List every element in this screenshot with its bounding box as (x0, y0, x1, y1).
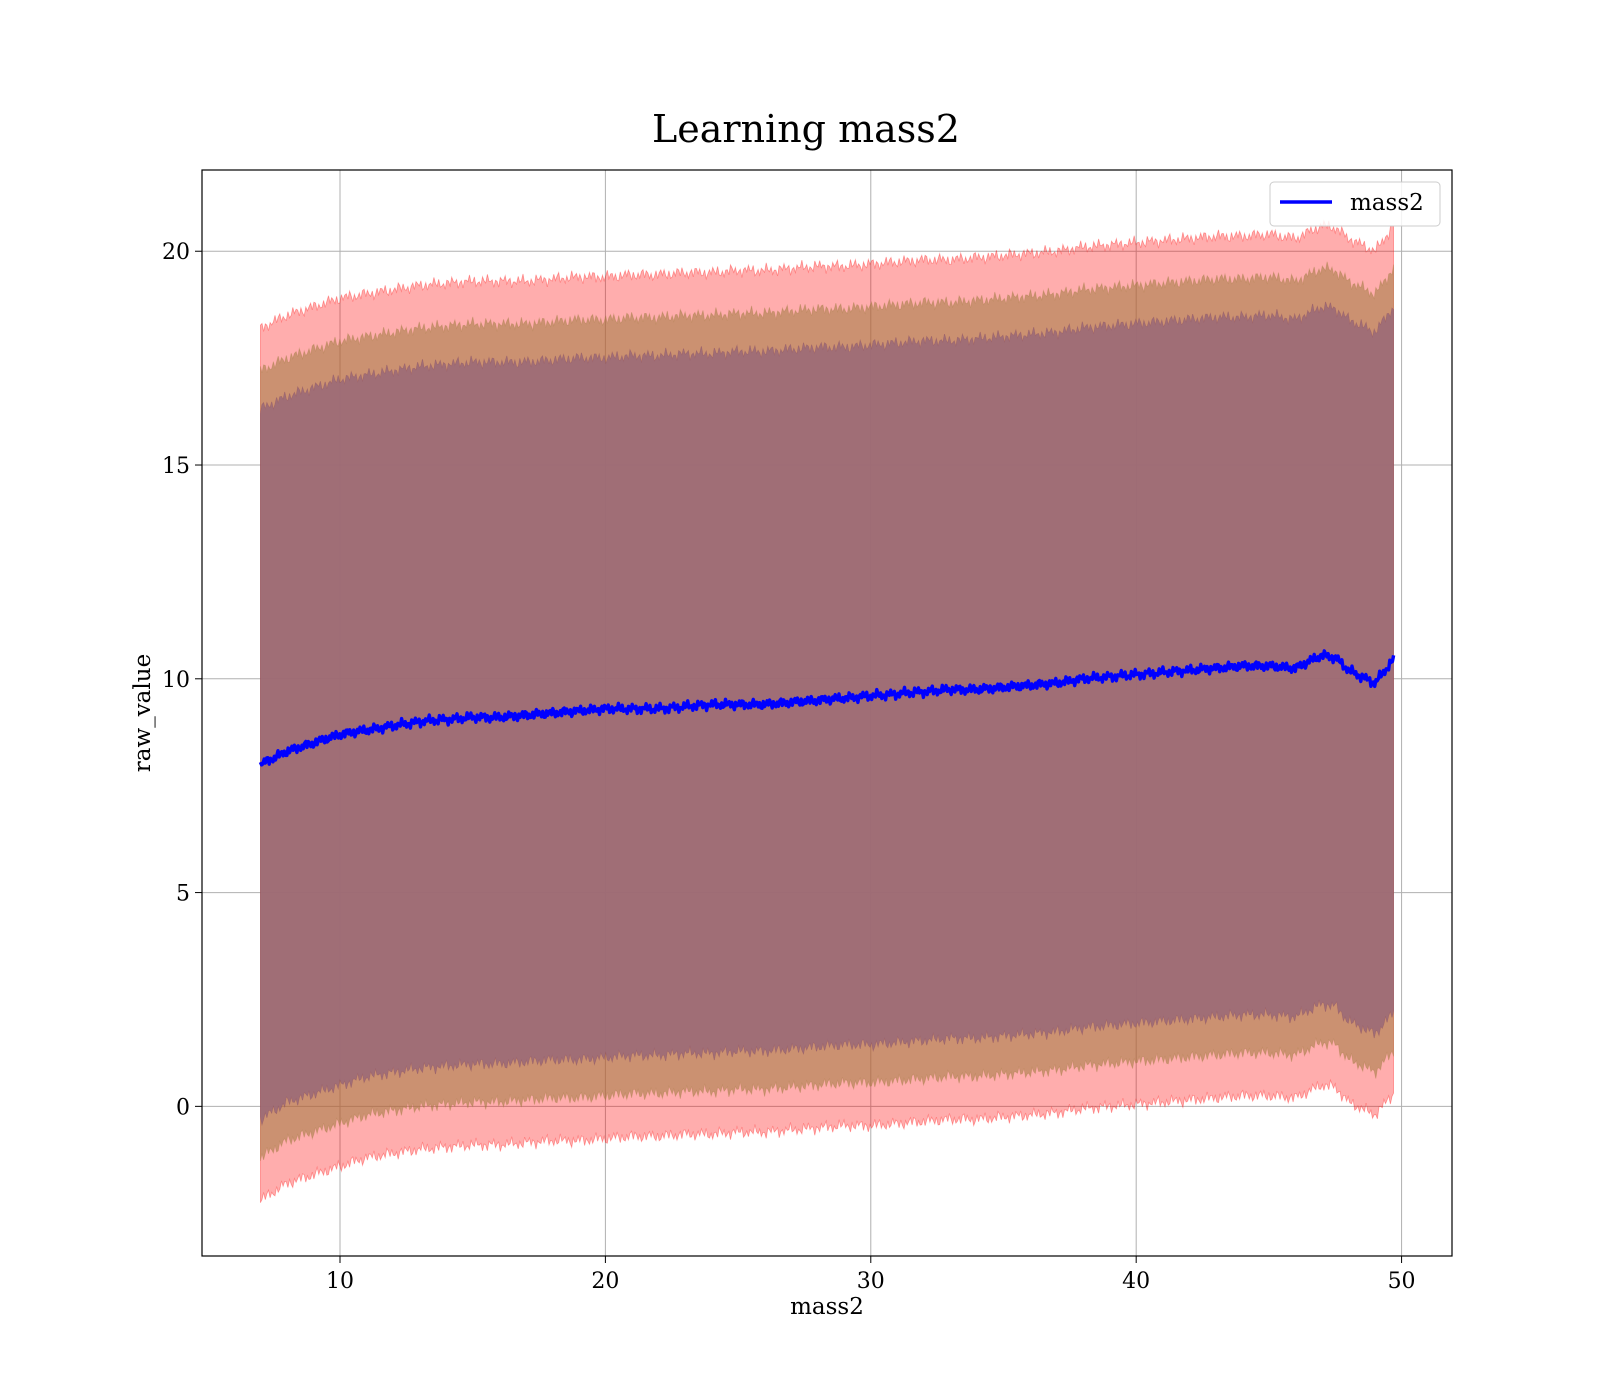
x-tick-label: 30 (857, 1269, 885, 1294)
confidence-bands (260, 219, 1394, 1203)
y-tick-label: 0 (176, 1095, 190, 1120)
y-tick-label: 20 (162, 240, 190, 265)
x-tick-label: 10 (326, 1269, 354, 1294)
y-axis-label: raw_value (130, 654, 156, 772)
y-tick-label: 10 (162, 668, 190, 693)
series-line-mass2 (258, 649, 1396, 767)
legend-label-mass2: mass2 (1350, 190, 1424, 216)
x-tick-label: 40 (1122, 1269, 1150, 1294)
series-lines (258, 649, 1396, 767)
y-tick-label: 15 (162, 454, 190, 479)
y-tick-label: 5 (176, 882, 190, 907)
legend-box (1269, 181, 1441, 227)
x-axis-ticks: 10 20 30 40 50 (326, 1256, 1416, 1294)
x-axis-label: mass2 (790, 1294, 864, 1320)
legend: mass2 (1269, 181, 1441, 227)
band-inner-core (260, 301, 1394, 1125)
y-axis-ticks: 0 5 10 15 20 (162, 240, 202, 1120)
x-tick-label: 20 (591, 1269, 619, 1294)
plot-frame (201, 169, 1453, 1257)
x-tick-label: 50 (1388, 1269, 1416, 1294)
chart-title: Learning mass2 (652, 107, 960, 151)
